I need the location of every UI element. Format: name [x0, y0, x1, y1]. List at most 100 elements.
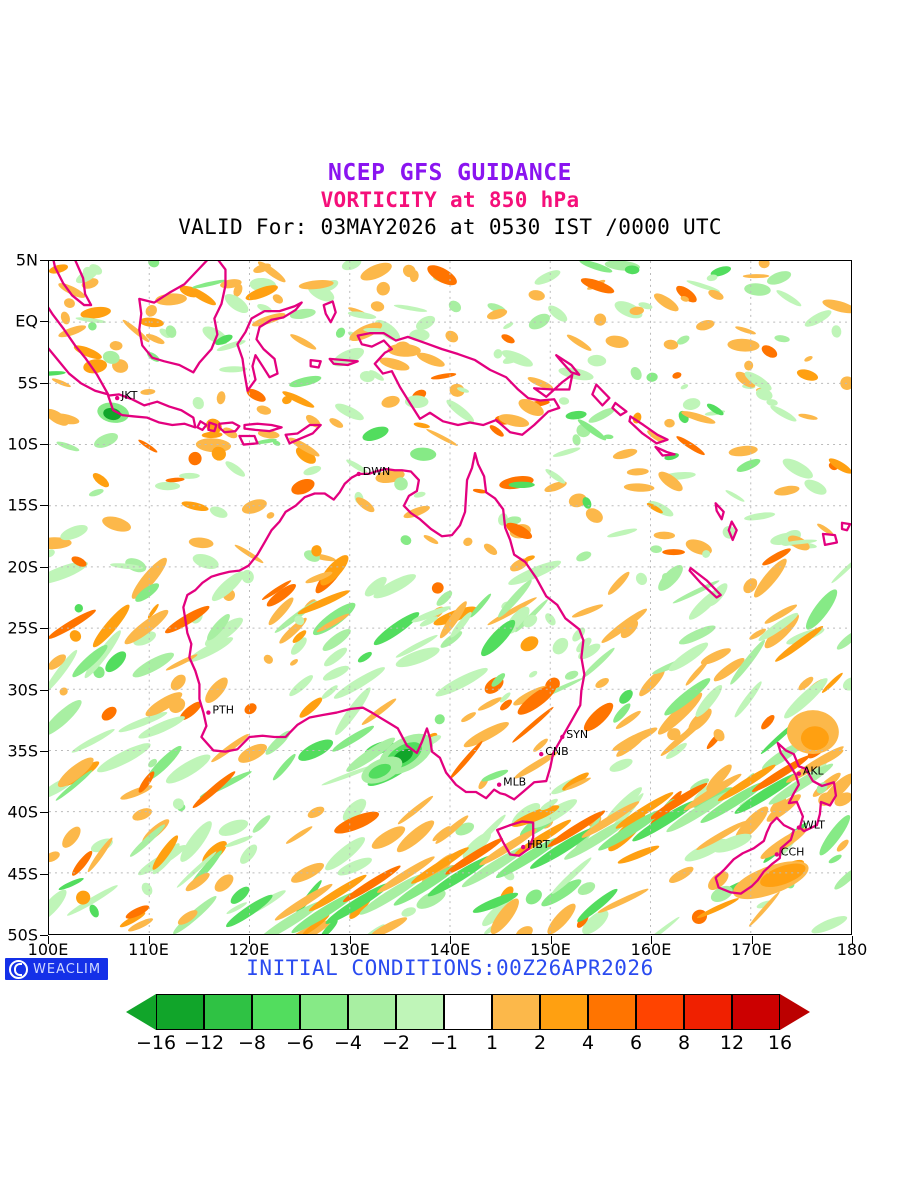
city-marker[interactable]	[496, 782, 502, 787]
vorticity-blob	[140, 389, 156, 395]
colorbar-cell[interactable]	[492, 994, 540, 1030]
vorticity-blob	[241, 569, 254, 584]
city-marker[interactable]	[114, 395, 120, 401]
vorticity-blob	[233, 283, 243, 297]
vorticity-blob	[708, 289, 724, 300]
vorticity-blob	[359, 371, 375, 383]
x-axis-label: 100E	[27, 940, 69, 959]
vorticity-blob	[49, 561, 88, 585]
vorticity-blob	[784, 678, 828, 719]
colorbar-cells[interactable]	[156, 994, 780, 1030]
coastline	[840, 521, 851, 532]
vorticity-blob	[176, 851, 217, 888]
vorticity-blob	[490, 898, 519, 934]
colorbar-cell[interactable]	[348, 994, 396, 1030]
vorticity-blob	[321, 764, 377, 786]
colorbar-cell[interactable]	[204, 994, 252, 1030]
vorticity-blob	[479, 828, 537, 866]
vorticity-blob	[263, 654, 273, 664]
vorticity-blob	[662, 549, 685, 556]
coastline	[688, 566, 722, 599]
vorticity-blob	[445, 330, 459, 343]
vorticity-blob	[547, 903, 576, 934]
vorticity-blob	[624, 265, 640, 275]
colorbar-cell[interactable]	[540, 994, 588, 1030]
colorbar[interactable]: −16 −12 −8 −6 −4 −2 −1 1 2 4 6 8 12 16	[0, 994, 900, 1064]
vorticity-blob	[152, 843, 180, 875]
vorticity-blob	[257, 901, 322, 934]
vorticity-blob	[290, 334, 317, 350]
vorticity-blob	[664, 418, 675, 428]
vorticity-blob	[751, 755, 810, 792]
vorticity-blob	[368, 763, 391, 779]
vorticity-blob	[753, 558, 787, 598]
vorticity-blob	[75, 317, 107, 324]
vorticity-blob	[290, 659, 299, 666]
weaclim-logo[interactable]: WEACLIM	[5, 958, 109, 980]
city-marker[interactable]	[796, 825, 802, 830]
city-marker[interactable]	[796, 771, 802, 776]
colorbar-cell[interactable]	[396, 994, 444, 1030]
colorbar-cell[interactable]	[684, 994, 732, 1030]
colorbar-cell[interactable]	[732, 994, 780, 1030]
vorticity-blob	[435, 667, 488, 697]
vorticity-blob	[696, 898, 739, 919]
coastline	[107, 393, 197, 429]
vorticity-blob	[663, 339, 679, 350]
vorticity-blob	[252, 815, 271, 833]
vorticity-blob	[540, 798, 558, 811]
colorbar-cell[interactable]	[636, 994, 684, 1030]
vorticity-blob	[332, 347, 365, 367]
colorbar-cell[interactable]	[444, 994, 492, 1030]
vorticity-blob	[154, 481, 181, 491]
vorticity-blob	[377, 856, 435, 893]
vorticity-blob	[632, 800, 697, 842]
vorticity-blob	[695, 684, 723, 717]
colorbar-cell[interactable]	[300, 994, 348, 1030]
map-plot-area[interactable]: JKT DWN PTH SYN CNB MLB HBT AKL WLT CCH	[48, 260, 852, 935]
vorticity-blob	[427, 265, 457, 286]
vorticity-blob	[430, 373, 457, 380]
colorbar-cell[interactable]	[252, 994, 300, 1030]
vorticity-blob	[92, 473, 110, 488]
city-marker[interactable]	[520, 844, 526, 850]
vorticity-blob	[118, 711, 168, 733]
city-label: DWN	[363, 465, 391, 478]
coastline	[328, 357, 359, 367]
vorticity-blob	[238, 743, 267, 763]
vorticity-blob	[755, 388, 773, 401]
vorticity-blob	[623, 483, 655, 492]
vorticity-blob	[607, 571, 630, 595]
title-block: NCEP GFS GUIDANCE VORTICITY at 850 hPa V…	[0, 160, 900, 239]
coastline	[555, 354, 581, 376]
vorticity-blob	[148, 758, 157, 768]
colorbar-cell[interactable]	[588, 994, 636, 1030]
vorticity-blob	[713, 729, 725, 742]
city-marker[interactable]	[206, 710, 211, 715]
vorticity-blob	[152, 835, 179, 870]
vorticity-blob	[774, 335, 790, 343]
vorticity-blob	[508, 560, 562, 586]
vorticity-blob	[71, 556, 87, 567]
vorticity-blob	[58, 325, 87, 338]
vorticity-blob	[191, 279, 227, 289]
vorticity-blob	[583, 702, 614, 732]
colorbar-cell[interactable]	[156, 994, 204, 1030]
city-marker[interactable]	[356, 471, 361, 477]
vorticity-blob	[783, 539, 818, 545]
vorticity-blob	[668, 866, 694, 883]
vorticity-blob	[320, 919, 338, 934]
city-marker[interactable]	[539, 751, 544, 757]
colorbar-tick-label: −12	[183, 1032, 225, 1054]
vorticity-blob	[272, 294, 284, 304]
vorticity-blob	[188, 451, 202, 466]
vorticity-blob	[201, 431, 223, 439]
vorticity-blob	[445, 838, 503, 875]
city-marker[interactable]	[774, 852, 780, 857]
vorticity-blob	[776, 290, 802, 307]
vorticity-blob	[530, 827, 595, 869]
vorticity-blob	[585, 508, 603, 523]
vorticity-blob	[370, 917, 408, 934]
city-marker[interactable]	[560, 734, 565, 740]
vorticity-blob	[133, 631, 156, 646]
